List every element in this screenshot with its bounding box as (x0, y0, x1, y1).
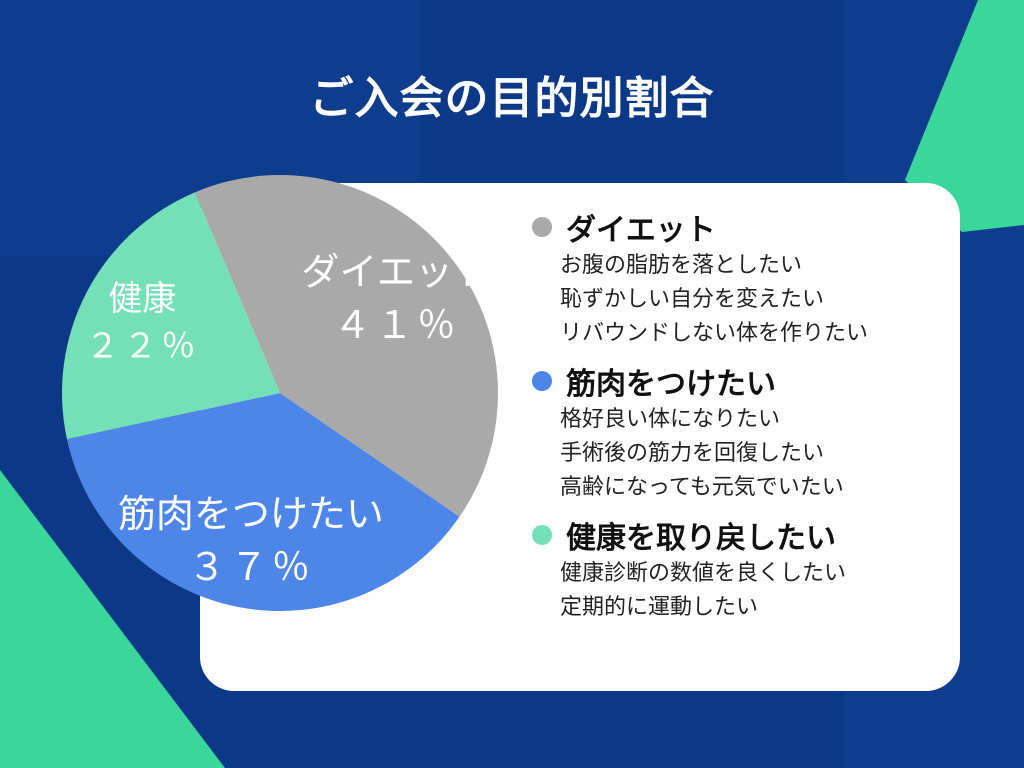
legend-item: 定期的に運動したい (560, 595, 759, 620)
legend-dot-muscle (532, 371, 552, 391)
pie-label-percent-health: ２２％ (85, 326, 199, 366)
legend-title-health: 健康を取り戻したい (566, 521, 836, 556)
pie-slice-health (62, 192, 280, 440)
green-triangle-bottom-left (0, 470, 225, 768)
pie-label-name-health: 健康 (108, 279, 176, 319)
legend-item: お腹の脂肪を落としたい (560, 253, 803, 278)
pie-slice-diet (194, 175, 498, 517)
pie-label-name-diet: ダイエット (301, 250, 491, 294)
legend-dot-diet (532, 217, 552, 237)
green-shape-top-right (905, 0, 1024, 232)
legend-title-muscle: 筋肉をつけたい (566, 367, 776, 402)
page-title: ご入会の目的別割合 (309, 73, 715, 124)
pie-label-percent-muscle: ３７％ (188, 545, 314, 589)
legend-item: 健康診断の数値を良くしたい (560, 561, 847, 586)
legend-group-health: 健康を取り戻したい 健康診断の数値を良くしたい 定期的に運動したい (532, 513, 952, 625)
legend-title-diet: ダイエット (566, 213, 716, 248)
pie-labels: ダイエット ４１％ 筋肉をつけたい ３７％ 健康 ２２％ (85, 250, 491, 589)
legend-group-muscle: 筋肉をつけたい 格好良い体になりたい 手術後の筋力を回復したい 高齢になっても元… (532, 359, 952, 505)
pie-slice-muscle (66, 393, 460, 611)
pie-slices (62, 175, 498, 611)
pie-label-percent-diet: ４１％ (333, 303, 459, 347)
legend-group-diet: ダイエット お腹の脂肪を落としたい 恥ずかしい自分を変えたい リバウンドしない体… (532, 205, 952, 351)
legend-item: リバウンドしない体を作りたい (560, 321, 869, 346)
legend: ダイエット お腹の脂肪を落としたい 恥ずかしい自分を変えたい リバウンドしない体… (532, 205, 952, 633)
legend-item: 手術後の筋力を回復したい (560, 441, 825, 466)
legend-item: 高齢になっても元気でいたい (560, 475, 844, 500)
legend-dot-health (532, 525, 552, 545)
legend-item: 恥ずかしい自分を変えたい (560, 287, 825, 312)
legend-item: 格好良い体になりたい (560, 407, 781, 432)
pie-label-name-muscle: 筋肉をつけたい (118, 492, 384, 536)
